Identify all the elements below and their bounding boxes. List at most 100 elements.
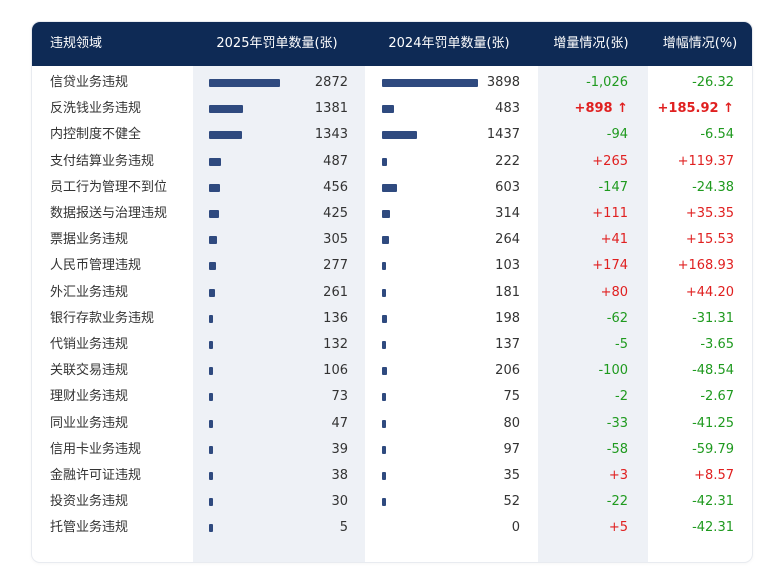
value-2025: 39: [331, 441, 348, 457]
delta-value: +265: [592, 153, 628, 169]
delta-value: +3: [608, 468, 628, 483]
bar-2024: [382, 79, 478, 87]
delta-value: +174: [592, 258, 628, 274]
growth-pct-value: +15.53: [685, 232, 734, 248]
row-domain-name: 关联交易违规: [50, 363, 129, 379]
value-2025: 132: [323, 337, 348, 352]
penalty-table-card: 违规领域 2025年罚单数量(张) 2024年罚单数量(张) 增量情况(张) 增…: [32, 22, 752, 562]
row-domain-name: 银行存款业务违规: [50, 310, 155, 326]
delta-value: +111: [592, 206, 628, 221]
bar-2024: [382, 183, 397, 192]
bar-2024: [382, 157, 388, 166]
row-domain-name: 数据报送与治理违规: [50, 206, 168, 221]
bar-2024: [382, 498, 386, 507]
table-row: 银行存款业务违规 136 198 -62 -31.31: [32, 306, 752, 332]
value-2025: 2872: [314, 75, 348, 90]
bar-2025: [209, 105, 243, 114]
bar-2025: [209, 210, 220, 218]
value-2024: 52: [503, 494, 520, 510]
table-row: 托管业务违规 5 0 +5 -42.31: [32, 515, 752, 541]
value-2025: 425: [323, 206, 348, 221]
growth-pct-value: -48.54: [692, 363, 734, 379]
value-2025: 30: [331, 494, 348, 510]
growth-pct-value: -3.65: [700, 337, 734, 352]
bar-2024: [382, 341, 386, 349]
bar-2024: [382, 314, 387, 323]
bar-2025: [209, 79, 280, 87]
table-row: 票据业务违规 305 264 +41 +15.53: [32, 227, 752, 253]
table-row: 支付结算业务违规 487 222 +265 +119.37: [32, 149, 752, 175]
row-domain-name: 信贷业务违规: [50, 75, 129, 90]
row-domain-name: 外汇业务违规: [50, 284, 129, 300]
growth-pct-value: +119.37: [677, 153, 734, 169]
growth-pct-value: +35.35: [685, 206, 734, 221]
growth-pct-value: +185.92 ↑: [657, 101, 734, 117]
value-2024: 198: [495, 310, 520, 326]
growth-pct-value: -2.67: [700, 389, 734, 405]
growth-pct-value: -41.25: [692, 415, 734, 431]
bar-2024: [382, 393, 386, 402]
value-2025: 305: [323, 232, 348, 248]
value-2024: 181: [495, 284, 520, 300]
value-2024: 3898: [486, 75, 520, 90]
bar-2024: [382, 105, 394, 114]
value-2024: 0: [511, 520, 520, 536]
value-2025: 73: [331, 389, 348, 405]
table-row: 外汇业务违规 261 181 +80 +44.20: [32, 280, 752, 306]
column-shade-2025: [193, 66, 365, 562]
value-2025: 487: [323, 153, 348, 169]
delta-value: +41: [600, 232, 628, 248]
delta-value: -100: [598, 363, 628, 379]
bar-2024: [382, 288, 387, 297]
value-2025: 136: [323, 310, 348, 326]
value-2025: 261: [323, 284, 348, 300]
table-row: 内控制度不健全 1343 1437 -94 -6.54: [32, 122, 752, 148]
bar-2025: [209, 262, 216, 271]
row-domain-name: 理财业务违规: [50, 389, 129, 405]
table-row: 反洗钱业务违规 1381 483 +898 ↑ +185.92 ↑: [32, 96, 752, 122]
growth-pct-value: -26.32: [692, 75, 734, 90]
row-domain-name: 代销业务违规: [50, 337, 129, 352]
delta-value: -94: [606, 127, 628, 143]
bar-2024: [382, 131, 418, 140]
row-domain-name: 人民币管理违规: [50, 258, 142, 274]
header-domain: 违规领域: [50, 36, 103, 51]
delta-value: -22: [606, 494, 628, 510]
row-domain-name: 金融许可证违规: [50, 468, 142, 483]
growth-pct-value: -59.79: [692, 441, 734, 457]
value-2024: 137: [495, 337, 520, 352]
row-domain-name: 托管业务违规: [50, 520, 129, 536]
bar-2025: [209, 498, 213, 507]
delta-value: -58: [606, 441, 628, 457]
growth-pct-value: -42.31: [692, 520, 734, 536]
delta-value: -1,026: [586, 75, 628, 90]
bar-2025: [209, 393, 213, 402]
delta-value: -62: [606, 310, 628, 326]
header-2024-count: 2024年罚单数量(张): [388, 36, 510, 51]
value-2025: 277: [323, 258, 348, 274]
value-2024: 314: [495, 206, 520, 221]
value-2024: 222: [495, 153, 520, 169]
bar-2025: [209, 445, 213, 454]
table-row: 数据报送与治理违规 425 314 +111 +35.35: [32, 201, 752, 227]
table-row: 员工行为管理不到位 456 603 -147 -24.38: [32, 175, 752, 201]
row-domain-name: 内控制度不健全: [50, 127, 142, 143]
table-row: 关联交易违规 106 206 -100 -48.54: [32, 358, 752, 384]
row-domain-name: 同业业务违规: [50, 415, 129, 431]
value-2024: 75: [503, 389, 520, 405]
bar-2024: [382, 445, 386, 454]
row-domain-name: 票据业务违规: [50, 232, 129, 248]
bar-2025: [209, 419, 213, 428]
table-row: 人民币管理违规 277 103 +174 +168.93: [32, 253, 752, 279]
value-2024: 80: [503, 415, 520, 431]
value-2024: 103: [495, 258, 520, 274]
table-header: 违规领域 2025年罚单数量(张) 2024年罚单数量(张) 增量情况(张) 增…: [32, 22, 752, 66]
value-2024: 206: [495, 363, 520, 379]
bar-2024: [382, 419, 386, 428]
value-2024: 483: [495, 101, 520, 117]
table-row: 金融许可证违规 38 35 +3 +8.57: [32, 463, 752, 489]
growth-pct-value: -31.31: [692, 310, 734, 326]
bar-2024: [382, 210, 390, 218]
bar-2025: [209, 288, 216, 297]
header-2025-count: 2025年罚单数量(张): [216, 36, 338, 51]
